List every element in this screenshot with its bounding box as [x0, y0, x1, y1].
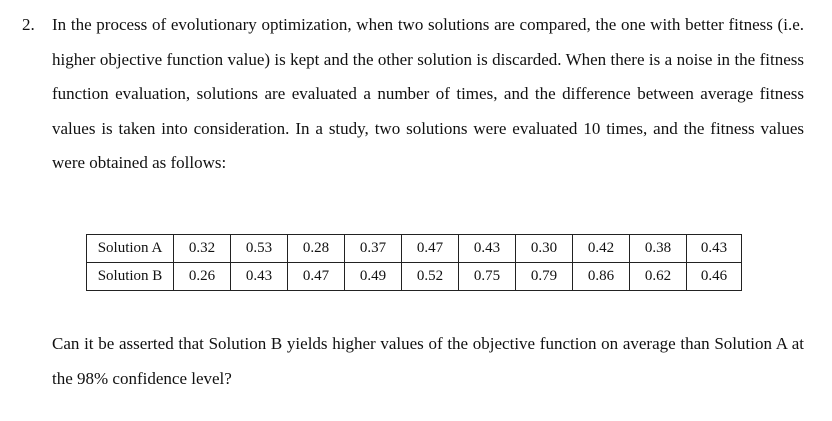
problem-number: 2. [22, 15, 35, 34]
table-row: Solution A 0.32 0.53 0.28 0.37 0.47 0.43 0.30 0.… [86, 234, 742, 263]
table-cell: 0.38 [629, 234, 687, 263]
table-cell: 0.75 [458, 262, 516, 291]
table-cell: 0.53 [230, 234, 288, 263]
table-cell: 0.46 [686, 262, 742, 291]
table-cell: 0.79 [515, 262, 573, 291]
problem-intro-paragraph: In the process of evolutionary optimizat… [52, 15, 804, 172]
table-cell: 0.86 [572, 262, 630, 291]
table-cell: 0.43 [458, 234, 516, 263]
table-cell: 0.28 [287, 234, 345, 263]
table-cell: 0.30 [515, 234, 573, 263]
row-label: Solution A [86, 234, 174, 263]
table-cell: 0.32 [173, 234, 231, 263]
table-row: Solution B 0.26 0.43 0.47 0.49 0.52 0.75 0.79 0.… [86, 262, 742, 291]
table-cell: 0.62 [629, 262, 687, 291]
table-cell: 0.49 [344, 262, 402, 291]
table-cell: 0.42 [572, 234, 630, 263]
table-cell: 0.52 [401, 262, 459, 291]
problem-question-paragraph: Can it be asserted that Solution B yield… [52, 334, 804, 388]
row-label: Solution B [86, 262, 174, 291]
table-cell: 0.43 [230, 262, 288, 291]
table-cell: 0.47 [287, 262, 345, 291]
fitness-values-table: Solution A 0.32 0.53 0.28 0.37 0.47 0.43 0.30 0.… [86, 234, 742, 291]
table-cell: 0.37 [344, 234, 402, 263]
table-cell: 0.26 [173, 262, 231, 291]
table-cell: 0.43 [686, 234, 742, 263]
table-cell: 0.47 [401, 234, 459, 263]
